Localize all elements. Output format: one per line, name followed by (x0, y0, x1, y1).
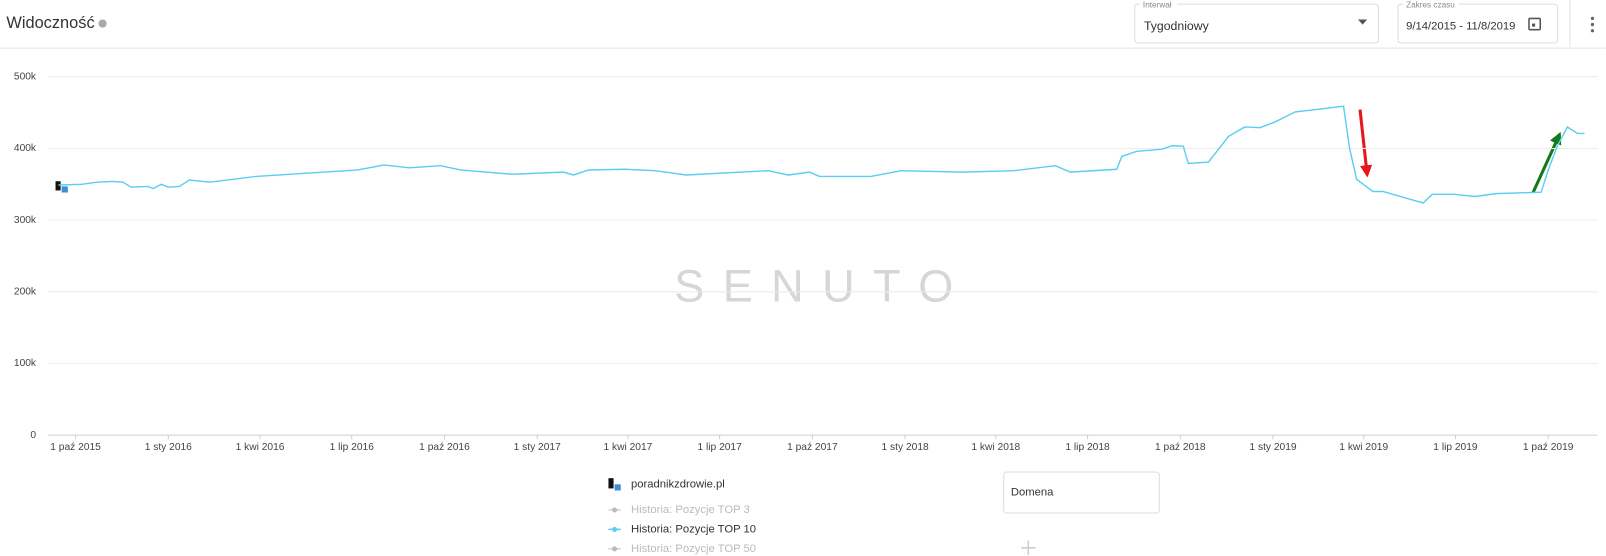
y-tick-label: 200k (14, 287, 37, 298)
legend-item[interactable]: Historia: Pozycje TOP 50 (608, 543, 756, 555)
x-tick-label: 1 paź 2017 (787, 442, 838, 453)
interval-select[interactable]: Interwał Tygodniowy (1134, 0, 1379, 44)
y-tick-label: 400k (14, 143, 37, 154)
select-box[interactable] (1134, 3, 1379, 44)
picker-box[interactable] (1397, 3, 1559, 44)
plot: SENUTO 0 100k 200k 300k 400k 500k 1 paź 2015 1 s… (14, 71, 1598, 453)
x-tick-label: 1 lip 2017 (697, 442, 742, 453)
x-tick-label: 1 sty 2018 (882, 442, 929, 453)
watermark: SENUTO (674, 261, 971, 312)
domain-placeholder: Domena (1011, 486, 1054, 498)
picker-value: 9/14/2015 - 11/8/2019 (1406, 21, 1515, 33)
x-tick-label: 1 kwi 2018 (971, 442, 1020, 453)
x-tick-label: 1 paź 2015 (50, 442, 101, 453)
select-label: Interwał (1143, 0, 1172, 9)
x-tick-label: 1 sty 2019 (1249, 442, 1296, 453)
label-bg (1403, 1, 1459, 10)
x-tick-label: 1 paź 2016 (419, 442, 470, 453)
y-tick-label: 0 (30, 430, 36, 441)
select-value: Tygodniowy (1144, 19, 1210, 33)
page-title: Widoczność (6, 14, 94, 32)
domain-input[interactable] (1003, 471, 1160, 514)
x-tick-label: 1 kwi 2019 (1339, 442, 1388, 453)
info-icon[interactable] (98, 19, 107, 28)
x-tick-label: 1 kwi 2017 (603, 442, 652, 453)
x-tick-label: 1 kwi 2016 (236, 442, 285, 453)
label-bg (1139, 1, 1177, 10)
legend-item[interactable]: Historia: Pozycje TOP 3 (608, 504, 750, 516)
y-tick-label: 500k (14, 71, 37, 82)
legend: poradnikzdrowie.pl Historia: Pozycje TOP… (608, 478, 756, 555)
x-tick-label: 1 paź 2018 (1155, 442, 1206, 453)
menu-icon[interactable] (1590, 16, 1595, 33)
legend-label[interactable]: Historia: Pozycje TOP 10 (631, 523, 756, 535)
legend-label[interactable]: Historia: Pozycje TOP 50 (631, 543, 756, 555)
add-button[interactable] (1021, 540, 1036, 555)
x-tick-label: 1 lip 2016 (330, 442, 375, 453)
dropdown-arrow (1357, 19, 1368, 25)
x-tick-label: 1 lip 2018 (1065, 442, 1110, 453)
calendar-day (1532, 23, 1536, 27)
y-tick-label: 100k (14, 358, 37, 369)
legend-title: poradnikzdrowie.pl (631, 478, 725, 490)
x-tick-label: 1 sty 2016 (145, 442, 192, 453)
series-line (58, 105, 1585, 204)
calendar-icon (1528, 17, 1542, 31)
legend-item[interactable]: Historia: Pozycje TOP 10 (608, 523, 756, 535)
y-tick-label: 300k (14, 215, 37, 226)
x-tick-label: 1 paź 2019 (1523, 442, 1574, 453)
legend-logo (614, 484, 621, 491)
x-tick-label: 1 lip 2019 (1433, 442, 1478, 453)
picker-label: Zakres czasu (1406, 0, 1455, 9)
legend-label[interactable]: Historia: Pozycje TOP 3 (631, 504, 750, 516)
legend-logo (608, 478, 614, 489)
site-logo (55, 181, 68, 193)
x-tick-label: 1 sty 2017 (514, 442, 561, 453)
drop-arrow (1358, 109, 1373, 178)
rise-arrow (1531, 131, 1562, 194)
range-picker[interactable]: Zakres czasu 9/14/2015 - 11/8/2019 (1397, 0, 1559, 44)
